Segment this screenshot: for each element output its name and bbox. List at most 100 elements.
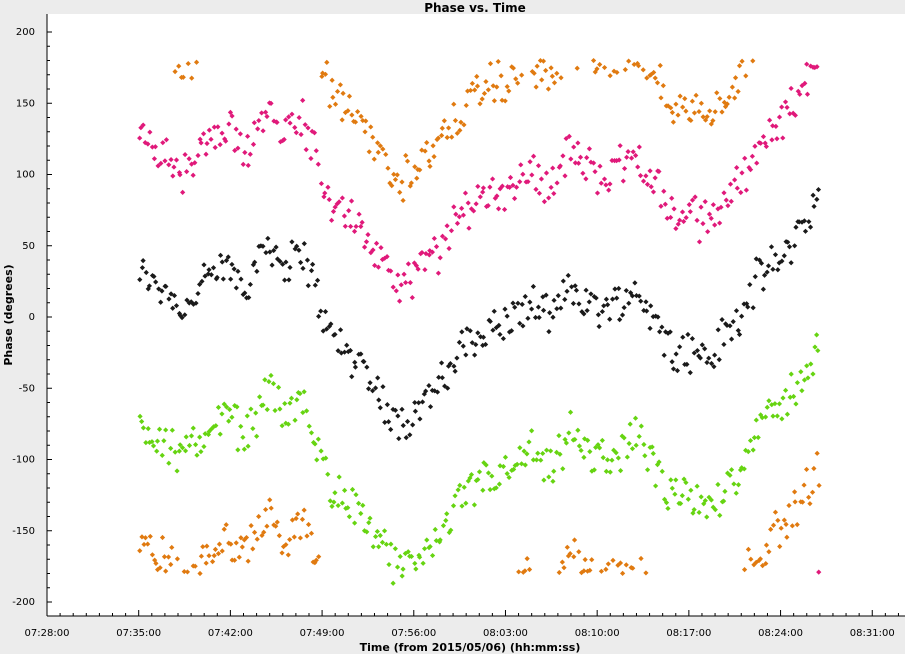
data-point-magenta [232, 147, 238, 154]
data-point-black [242, 290, 248, 296]
data-point-green [174, 468, 180, 474]
data-point-green [356, 500, 362, 506]
data-point-black [454, 355, 460, 361]
data-point-orange [670, 119, 676, 125]
data-point-orange [531, 70, 537, 76]
data-point-magenta [694, 217, 700, 223]
data-point-black [667, 329, 673, 335]
data-point-magenta [341, 213, 348, 219]
data-point-green [262, 377, 268, 383]
data-point-green [627, 421, 633, 427]
data-point-orange [285, 552, 291, 558]
data-point-magenta [588, 159, 594, 165]
data-point-black [605, 302, 611, 308]
data-point-orange [481, 90, 488, 97]
data-point-magenta [403, 279, 409, 286]
data-point-green [169, 427, 175, 433]
data-point-orange [495, 58, 501, 65]
data-point-black [555, 293, 561, 299]
data-point-orange [176, 63, 182, 69]
data-point-orange [193, 59, 200, 65]
data-point-black [296, 247, 302, 253]
data-point-black [233, 285, 239, 291]
data-point-magenta [669, 195, 675, 201]
data-point-orange [515, 80, 521, 86]
data-point-black [517, 320, 523, 326]
data-point-orange [422, 148, 428, 154]
data-point-magenta [656, 168, 662, 175]
data-point-green [177, 442, 183, 448]
data-point-green [424, 537, 430, 543]
data-point-black [385, 419, 392, 425]
data-point-black [310, 261, 316, 267]
data-point-magenta [710, 202, 716, 208]
data-point-magenta [477, 194, 483, 200]
data-point-magenta [792, 112, 798, 118]
data-point-black [508, 328, 515, 334]
data-point-black [417, 416, 423, 422]
data-point-green [511, 466, 517, 473]
data-point-orange [660, 83, 666, 89]
data-point-magenta [677, 217, 683, 223]
data-point-green [288, 395, 295, 401]
data-point-green [576, 443, 583, 449]
data-point-black [263, 250, 269, 256]
data-point-green [412, 560, 418, 567]
data-point-magenta [442, 236, 449, 242]
data-point-orange [404, 158, 411, 164]
data-point-magenta [620, 178, 626, 184]
data-point-orange [219, 548, 225, 554]
data-point-green [613, 450, 619, 456]
data-point-green [283, 420, 289, 426]
data-point-black [195, 290, 201, 297]
data-point-green [194, 452, 200, 458]
data-point-magenta [650, 189, 657, 195]
data-point-green [408, 553, 415, 560]
data-point-magenta [513, 184, 520, 190]
data-point-green [468, 472, 475, 478]
data-point-magenta [754, 160, 760, 166]
data-point-magenta [453, 211, 459, 217]
data-point-black [628, 290, 634, 296]
data-point-green [145, 425, 151, 432]
data-point-black [558, 305, 564, 311]
data-point-magenta [723, 197, 729, 203]
data-point-green [743, 447, 749, 453]
data-point-green [386, 561, 392, 568]
data-point-green [275, 384, 282, 390]
x-tick-label: 08:24:00 [758, 628, 803, 639]
data-point-magenta [326, 196, 332, 203]
data-point-orange [147, 533, 153, 540]
data-point-magenta [281, 136, 287, 143]
data-point-magenta [334, 201, 340, 207]
data-point-magenta [625, 149, 631, 155]
data-point-black [665, 330, 671, 336]
data-point-green [624, 454, 630, 460]
data-point-green [790, 393, 797, 400]
data-point-black [137, 277, 143, 283]
data-point-magenta [460, 212, 467, 218]
data-point-orange [658, 95, 664, 101]
data-point-black [254, 268, 260, 274]
data-point-orange [203, 560, 209, 566]
data-point-black [694, 347, 701, 354]
data-point-magenta [192, 160, 198, 166]
data-point-black [741, 301, 747, 307]
data-point-green [548, 448, 554, 454]
data-point-black [706, 355, 712, 361]
data-point-black [182, 312, 188, 318]
data-point-orange [814, 450, 820, 456]
data-point-magenta [177, 172, 183, 178]
data-point-orange [729, 84, 735, 90]
data-point-black [609, 296, 616, 302]
data-point-magenta [229, 113, 235, 119]
data-point-orange [301, 507, 307, 513]
data-point-black [581, 311, 587, 317]
data-point-orange [584, 568, 591, 574]
data-point-magenta [217, 142, 223, 148]
data-point-magenta [644, 181, 651, 187]
data-point-black [739, 313, 745, 319]
data-point-green [377, 532, 383, 539]
data-point-green [226, 418, 232, 424]
data-point-orange [243, 534, 250, 541]
